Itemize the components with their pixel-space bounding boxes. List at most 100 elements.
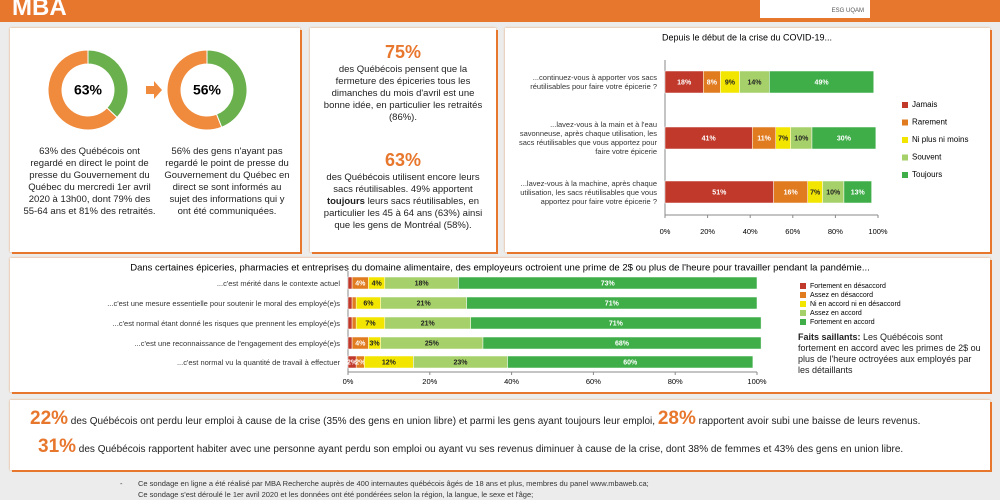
logo: MBA <box>12 0 67 21</box>
data-label: 10% <box>826 189 841 196</box>
header-bar: MBA ESG UQAM <box>0 0 1000 22</box>
data-label: 7% <box>778 135 789 142</box>
data-label: 12% <box>382 359 397 366</box>
text: des Québécois utilisent encore leurs sac… <box>326 172 480 195</box>
category-label: ...c'est une mesure essentielle pour sou… <box>107 298 340 308</box>
category-label-box: ...c'est normal vu la quantité de travai… <box>176 357 340 367</box>
big-number: 22% <box>30 408 69 429</box>
data-label: 51% <box>712 189 727 196</box>
category-label: ...continuez-vous à apporter vos sacs ré… <box>530 73 657 91</box>
donut-caption: 56% des gens n'ayant pas regardé le poin… <box>164 146 290 217</box>
category-label-box: ...c'est normal étant donné les risques … <box>112 318 340 328</box>
bar-segment <box>347 316 353 330</box>
data-label: 68% <box>615 340 630 347</box>
bar-segment <box>843 180 872 204</box>
legend-label: Rarement <box>912 118 948 127</box>
chart-title: Depuis le début de la crise du COVID-19.… <box>662 32 832 42</box>
legend-swatch <box>902 172 908 178</box>
bar-segment <box>811 126 877 150</box>
footer-note: Ce sondage s'est déroulé le 1er avril 20… <box>138 490 534 499</box>
legend-swatch <box>800 283 806 289</box>
highlights: Faits saillants: Les Québécois sont fort… <box>798 332 983 376</box>
text: leurs sacs réutilisables, en particulier… <box>323 196 483 231</box>
highlights-title: Faits saillants: <box>798 332 861 342</box>
arrow <box>146 81 162 99</box>
data-label: 73% <box>601 280 616 287</box>
big-number: 28% <box>657 408 696 429</box>
bar-segment <box>351 296 357 310</box>
bar-segment <box>466 296 758 310</box>
category-label-box: ...lavez-vous à la machine, après chaque… <box>520 178 657 206</box>
footer-note: Ce sondage en ligne a été réalisé par MB… <box>138 479 649 488</box>
data-label: 4% <box>355 280 366 287</box>
big-number: 31% <box>38 436 77 457</box>
data-label: 9% <box>725 79 736 86</box>
bar-segment <box>470 316 762 330</box>
category-label-box: ...c'est mérité dans le contexte actuel <box>217 279 340 288</box>
donut-caption: 63% des Québécois ont regardé en direct … <box>23 146 156 217</box>
bar-segment <box>769 70 874 94</box>
x-tick-label: 0% <box>343 377 354 386</box>
bar-segment <box>482 336 762 350</box>
legend-swatch <box>800 301 806 307</box>
data-label: 18% <box>677 79 692 86</box>
bar-segment <box>507 355 754 369</box>
data-label: 6% <box>363 300 374 307</box>
text: des Québécois ont perdu leur emploi à ca… <box>68 416 658 427</box>
footer-bullet: - <box>120 479 123 488</box>
category-label: ...lavez-vous à la machine, après chaque… <box>520 178 657 206</box>
data-label: 23% <box>453 359 468 366</box>
data-label: 18% <box>415 280 430 287</box>
x-tick-label: 60% <box>586 377 601 386</box>
category-label-box: ...continuez-vous à apporter vos sacs ré… <box>530 73 657 91</box>
legend-label: Toujours <box>912 170 942 179</box>
stat-number: 75% <box>384 42 422 62</box>
data-label: 21% <box>417 300 432 307</box>
data-label: 11% <box>757 135 771 142</box>
data-label: 14% <box>747 79 762 86</box>
category-label-box: ...lavez-vous à la main et à l'eau savon… <box>519 120 657 156</box>
legend-label: Jamais <box>912 100 937 109</box>
stat-text: des Québécois utilisent encore leurs sac… <box>322 172 484 232</box>
legend-label: Souvent <box>912 153 942 162</box>
category-label: ...c'est normal vu la quantité de travai… <box>176 357 340 367</box>
chart-title: Dans certaines épiceries, pharmacies et … <box>130 263 870 274</box>
x-tick-label: 80% <box>668 377 683 386</box>
legend-swatch <box>902 119 908 126</box>
category-label-box: ...c'est une mesure essentielle pour sou… <box>107 298 340 308</box>
data-label: 41% <box>702 135 717 142</box>
data-label: 4% <box>372 280 383 287</box>
data-label: 10% <box>794 135 809 142</box>
legend-swatch <box>902 102 908 108</box>
category-label-box: ...c'est une reconnaissance de l'engagem… <box>135 339 341 348</box>
data-label: 30% <box>837 135 852 142</box>
legend-label: Ni en accord ni en désaccord <box>810 301 901 308</box>
category-label: ...c'est normal étant donné les risques … <box>112 318 340 328</box>
data-label: 8% <box>707 79 718 86</box>
data-label: 71% <box>605 300 620 307</box>
x-tick-label: 0% <box>660 227 671 236</box>
donut-segment <box>206 49 248 128</box>
data-label: 60% <box>623 359 638 366</box>
data-label: 71% <box>609 320 624 327</box>
data-label: 21% <box>421 320 436 327</box>
legend-swatch <box>800 310 806 316</box>
category-label: ...lavez-vous à la main et à l'eau savon… <box>519 120 657 156</box>
data-label: 25% <box>425 340 440 347</box>
data-label: 49% <box>815 79 830 86</box>
data-label: 7% <box>365 320 376 327</box>
legend-label: Fortement en désaccord <box>810 283 886 290</box>
donut-label: 56% <box>193 82 222 98</box>
legend-label: Fortement en accord <box>810 319 875 326</box>
donut-segment <box>87 49 129 119</box>
text: des Québécois rapportent habiter avec un… <box>76 444 904 455</box>
legend-label: Ni plus ni moins <box>912 135 968 144</box>
bottom-line: 31% des Québécois rapportent habiter ave… <box>38 436 988 458</box>
panel-stats <box>310 28 496 252</box>
legend-swatch <box>800 319 806 325</box>
data-label: 4% <box>355 340 366 347</box>
panel-bottom <box>10 400 990 470</box>
bar-segment <box>347 336 353 350</box>
